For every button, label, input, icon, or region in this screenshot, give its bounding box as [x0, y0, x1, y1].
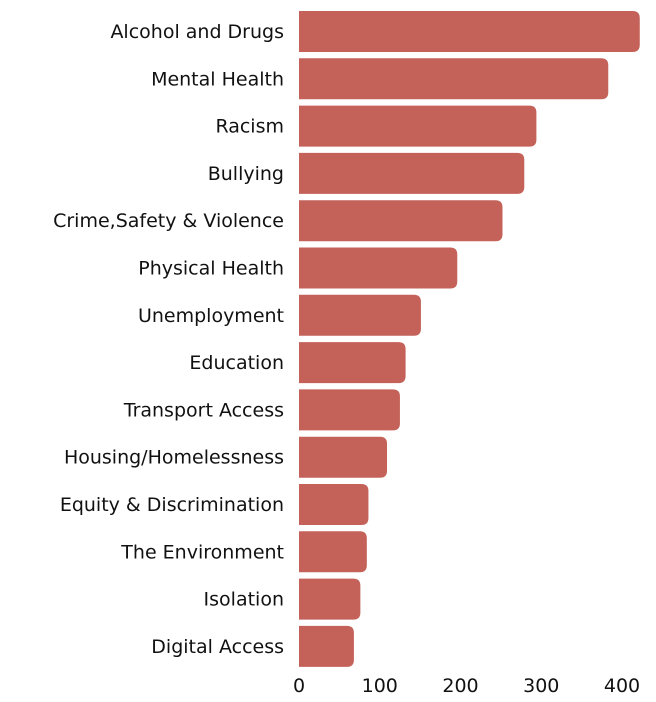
category-label-bullying: Bullying — [208, 163, 284, 185]
x-axis-ticks: 0 100 200 300 400 — [293, 675, 640, 697]
bar-isolation — [299, 578, 361, 620]
bar-alcohol-and-drugs — [299, 11, 640, 52]
category-labels: Alcohol and Drugs Mental Health Racism Bull… — [53, 21, 284, 658]
x-tick-label-400: 400 — [604, 675, 640, 697]
category-label-digital-access: Digital Access — [151, 636, 284, 658]
category-label-alcohol-and-drugs: Alcohol and Drugs — [110, 21, 284, 43]
x-tick-label-200: 200 — [442, 675, 478, 697]
bar-bullying — [299, 152, 525, 194]
category-label-equity-discrimination: Equity & Discrimination — [60, 494, 284, 516]
bars-layer — [299, 11, 640, 667]
bar-digital-access — [299, 625, 354, 667]
bar-physical-health — [299, 247, 458, 289]
bar-mental-health — [299, 58, 609, 100]
category-label-the-environment: The Environment — [120, 541, 284, 563]
x-tick-label-300: 300 — [523, 675, 559, 697]
bar-housing-homelessness — [299, 436, 388, 478]
category-label-unemployment: Unemployment — [138, 305, 284, 327]
category-label-housing-homelessness: Housing/Homelessness — [64, 447, 284, 469]
bar-education — [299, 342, 406, 384]
category-label-crime-safety-violence: Crime,Safety & Violence — [53, 210, 284, 232]
bar-crime-safety-violence — [299, 200, 503, 242]
category-label-education: Education — [189, 352, 284, 374]
category-label-racism: Racism — [215, 116, 284, 138]
category-label-transport-access: Transport Access — [123, 399, 284, 421]
category-label-mental-health: Mental Health — [151, 68, 284, 90]
bar-equity-discrimination — [299, 484, 369, 525]
x-tick-label-0: 0 — [293, 675, 305, 697]
bar-unemployment — [299, 294, 421, 336]
bar-racism — [299, 105, 537, 147]
bar-transport-access — [299, 389, 400, 431]
category-label-isolation: Isolation — [204, 589, 284, 611]
bar-the-environment — [299, 531, 367, 573]
x-tick-label-100: 100 — [362, 675, 398, 697]
category-label-physical-health: Physical Health — [138, 258, 284, 280]
